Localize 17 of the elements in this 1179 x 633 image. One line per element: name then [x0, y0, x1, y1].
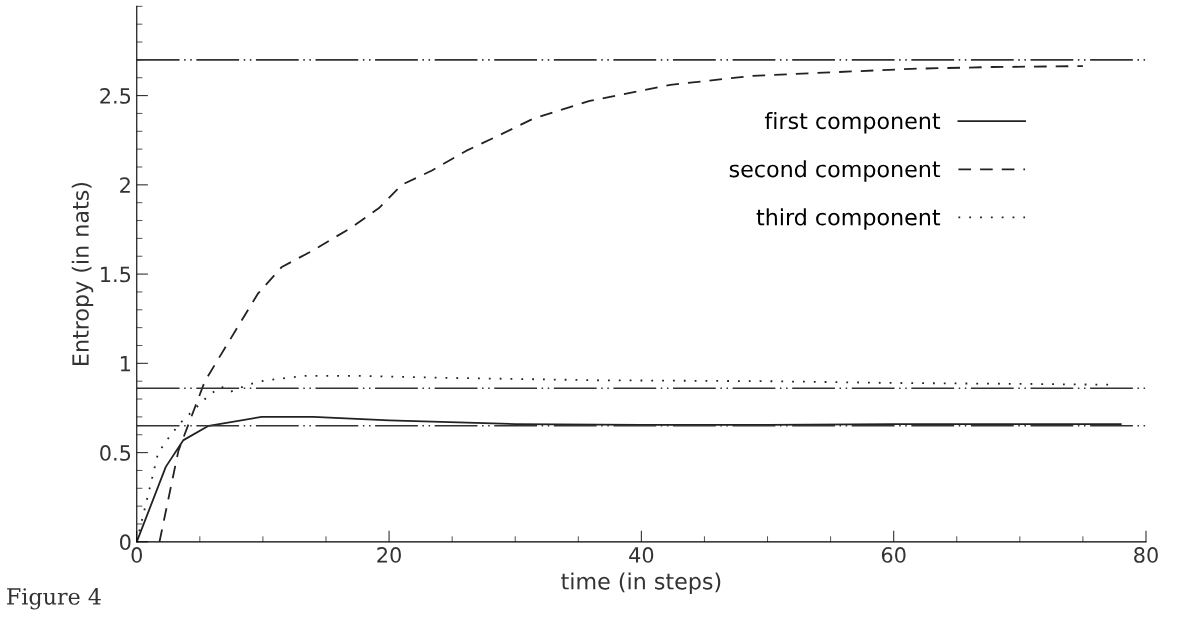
legend-label: second component [729, 160, 941, 182]
x-tick-label: 40 [629, 547, 654, 563]
caption: Figure 4 [7, 588, 101, 610]
y-tick-label: 0.5 [100, 445, 131, 461]
legend-label: third component [756, 208, 941, 230]
y-tick-label: 1.5 [101, 266, 131, 283]
y-tick-label: 2.5 [100, 88, 131, 104]
y-axis-title: Entropy (in nats) [71, 182, 94, 365]
y-tick-label: 1 [120, 356, 130, 372]
x-tick-label: 0 [131, 547, 143, 563]
legend-label: first component [764, 112, 941, 134]
y-tick-label: 2 [120, 177, 130, 193]
x-tick-label: 20 [377, 547, 401, 563]
x-tick-label: 60 [881, 547, 906, 563]
x-axis-title: time (in steps) [561, 572, 721, 594]
y-tick-label: 0 [120, 534, 131, 551]
x-tick-label: 80 [1134, 547, 1158, 563]
